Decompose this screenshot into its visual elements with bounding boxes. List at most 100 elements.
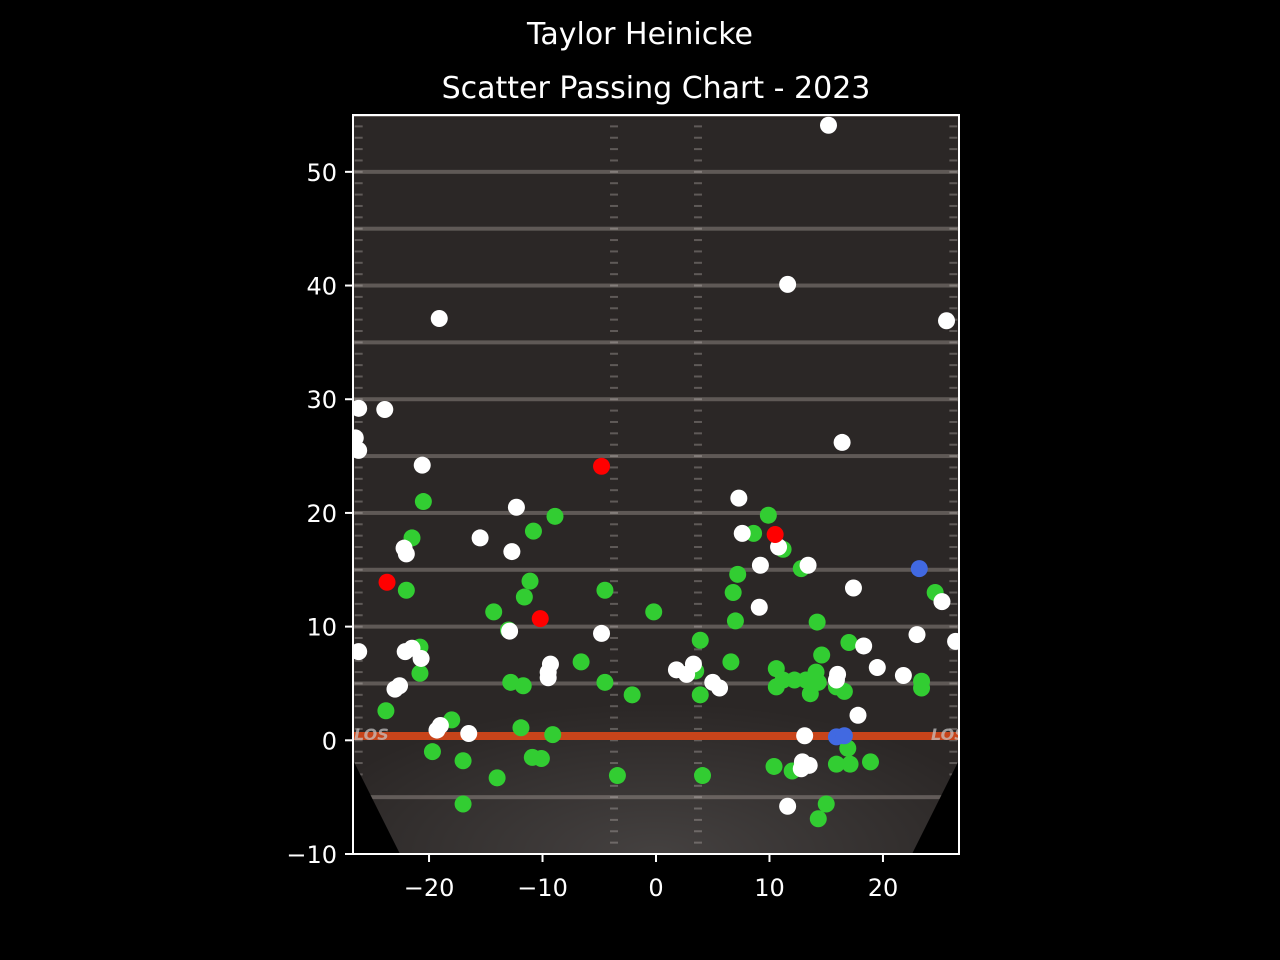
point-incomplete [751,556,769,574]
hash-mark [610,364,619,367]
yard-line [353,454,959,459]
hash-mark [693,500,702,503]
point-incomplete [947,632,959,650]
hash-mark [610,841,619,844]
hash-mark [949,568,958,571]
hash-mark [354,659,363,662]
hash-mark [949,693,958,696]
x-tick-label: −10 [517,874,568,902]
hash-mark [693,443,702,446]
hash-mark [610,682,619,685]
hash-mark [693,557,702,560]
hash-mark [693,159,702,162]
hash-mark [610,466,619,469]
hash-mark [354,420,363,423]
hash-mark [610,170,619,173]
point-incomplete [501,622,519,640]
hash-mark [949,750,958,753]
hash-mark [610,477,619,480]
point-incomplete [908,626,926,644]
hash-mark [949,273,958,276]
point-complete [596,581,614,599]
hash-mark [949,261,958,264]
hash-mark [949,739,958,742]
yard-line [353,567,959,572]
hash-mark [354,375,363,378]
yard-line [353,283,959,288]
hash-mark [949,159,958,162]
hash-mark [949,477,958,480]
hash-mark [610,318,619,321]
hash-mark [949,341,958,344]
hash-mark [949,591,958,594]
hash-mark [610,762,619,765]
x-tick-label: 0 [648,874,663,902]
point-complete [411,664,429,682]
hash-mark [610,705,619,708]
hash-mark [693,784,702,787]
hash-mark [693,261,702,264]
hash-mark [949,762,958,765]
hash-mark [949,375,958,378]
point-complete [726,612,744,630]
hash-mark [693,364,702,367]
hash-mark [693,762,702,765]
point-interception [593,457,611,475]
hash-mark [610,727,619,730]
los-label-right: LOS [931,725,966,744]
hash-mark [693,830,702,833]
point-complete [454,752,472,770]
point-incomplete [376,400,394,418]
point-incomplete [711,679,729,697]
hash-mark [610,182,619,185]
hash-mark [354,159,363,162]
hash-mark [354,727,363,730]
hash-mark [693,455,702,458]
point-complete [532,749,550,767]
hash-mark [693,432,702,435]
data-points [353,116,959,828]
hash-mark [949,352,958,355]
hash-mark [693,250,702,253]
point-complete [765,757,783,775]
y-tick-label: 50 [306,159,337,187]
hash-mark [949,250,958,253]
hash-mark [610,671,619,674]
hash-mark [610,352,619,355]
hash-mark [693,409,702,412]
hash-mark [610,386,619,389]
hash-mark [693,341,702,344]
hash-mark [610,159,619,162]
point-incomplete [849,706,867,724]
hash-mark [610,546,619,549]
hash-mark [610,625,619,628]
point-incomplete [412,649,430,667]
yard-line [353,795,959,800]
hash-mark [610,455,619,458]
hash-mark [949,602,958,605]
hash-mark [610,807,619,810]
hash-mark [354,557,363,560]
hash-mark [610,330,619,333]
point-incomplete [353,429,364,447]
x-tick-label: 10 [754,874,785,902]
point-complete [809,673,827,691]
y-tick-label: −10 [286,841,337,869]
hash-mark [693,182,702,185]
point-complete [515,588,533,606]
hash-mark [949,511,958,514]
hash-mark [610,273,619,276]
point-incomplete [471,529,489,547]
hash-mark [949,148,958,151]
hash-mark [949,125,958,128]
point-incomplete [430,310,448,328]
point-complete [608,767,626,785]
x-axis: −20 −10 0 10 20 [404,854,898,902]
point-interception [531,610,549,628]
hash-mark [693,648,702,651]
hash-mark [354,466,363,469]
point-complete [488,769,506,787]
point-complete [572,653,590,671]
hash-mark [354,216,363,219]
